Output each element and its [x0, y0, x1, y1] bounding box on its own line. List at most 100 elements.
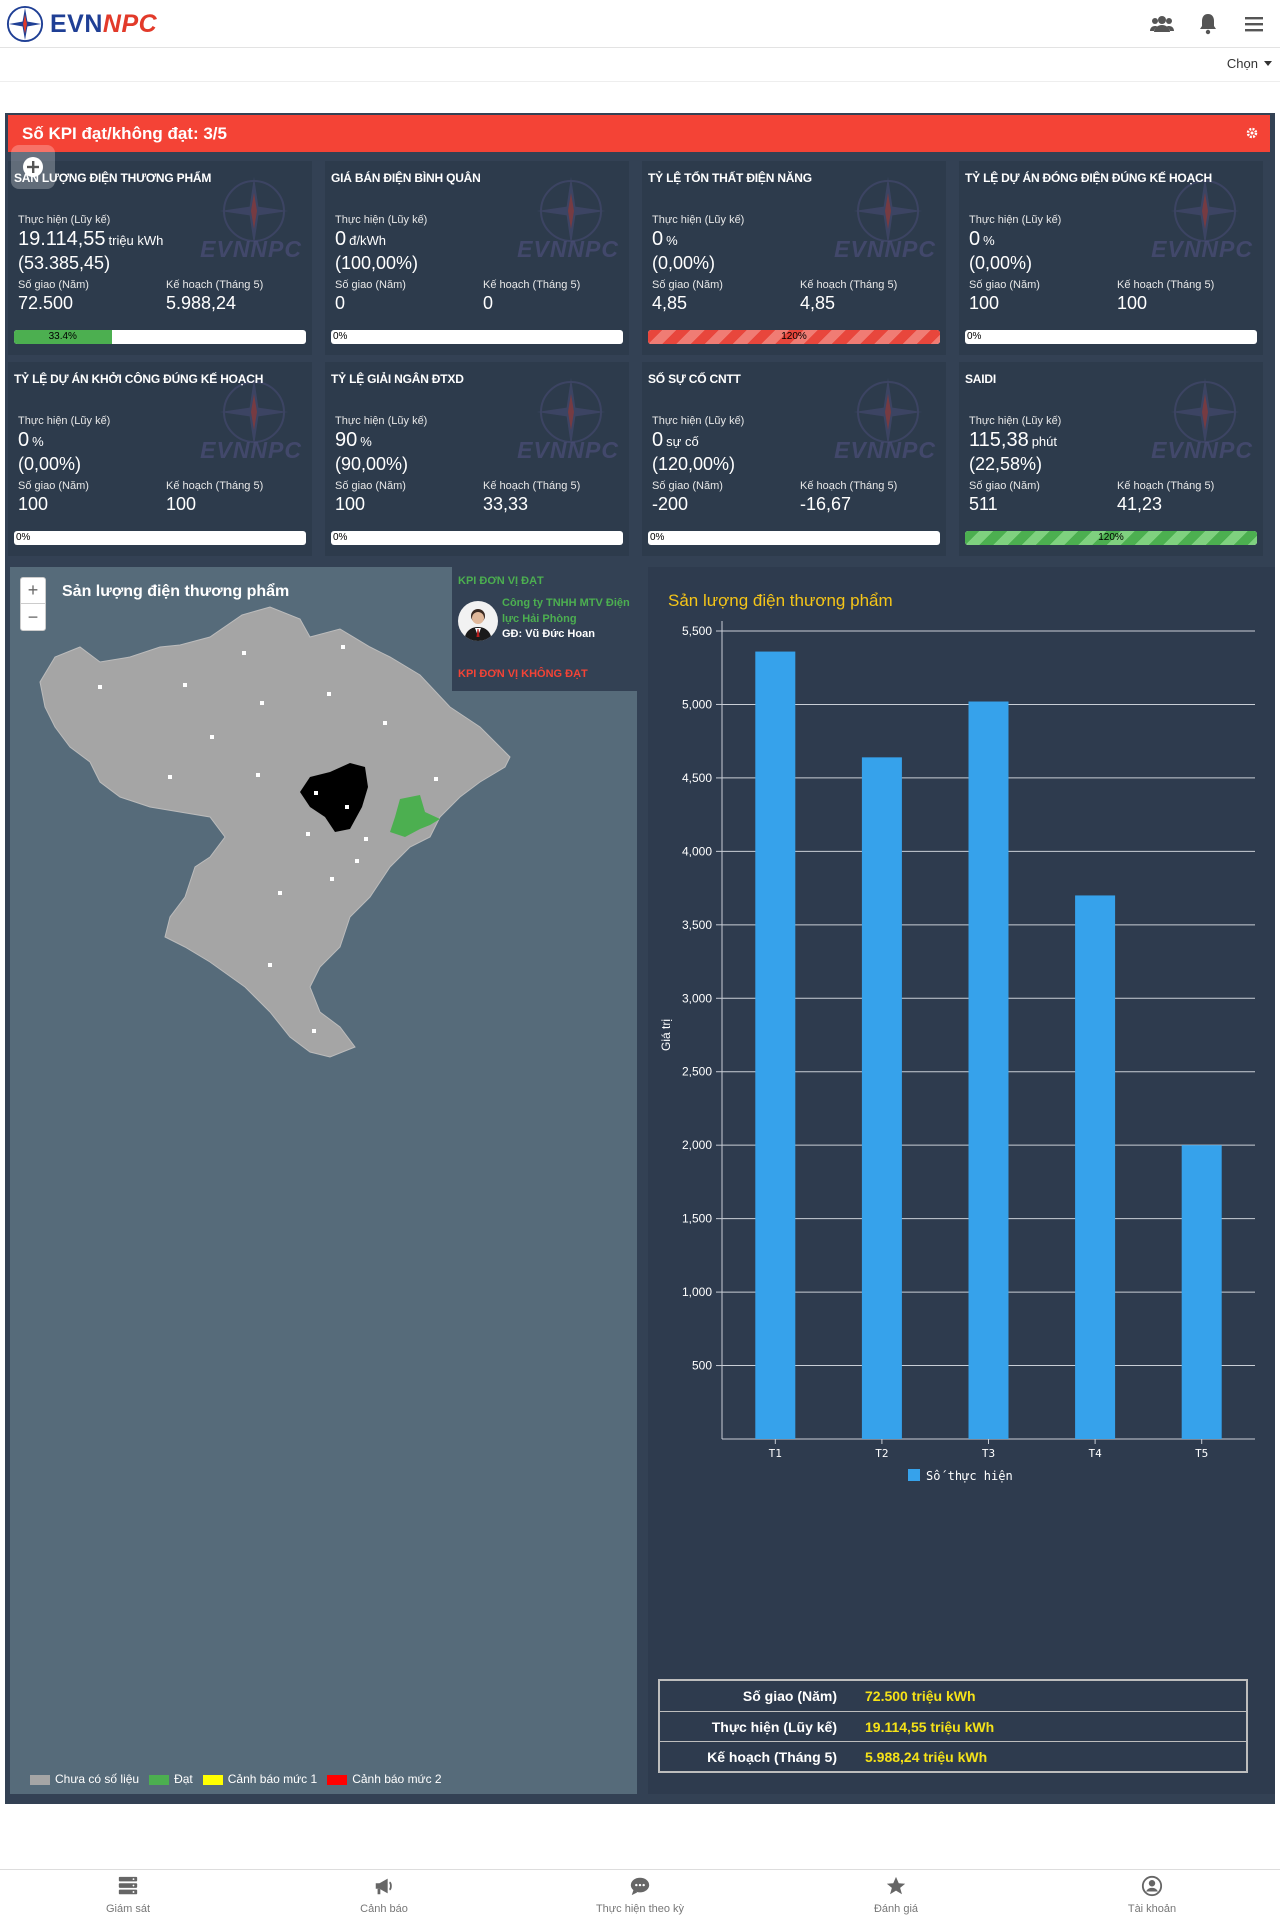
ke-hoach-value: 41,23 [1117, 494, 1163, 514]
kpi-card[interactable]: EVNNPC Tỷ lệ dự án đóng điện đúng kế hoạ… [959, 161, 1263, 355]
unit-label: triệu kWh [108, 233, 164, 248]
chart-panel: Sản lượng điện thương phẩm 500 1,000 1,500… [648, 567, 1275, 1794]
thuc-hien-percent: (22,58%) [969, 454, 1043, 474]
legend-item: Chưa có số liệu [30, 1772, 139, 1786]
y-tick-label: 2,000 [682, 1138, 712, 1152]
ke-hoach-value: -16,67 [800, 494, 852, 514]
thuc-hien-label: Thực hiện (Lũy kế) [969, 214, 1062, 226]
map-panel: + − Sản lượng điện thương phẩm KPI ĐƠN V… [10, 567, 637, 1794]
so-giao-value: 511 [969, 494, 998, 514]
thuc-hien-label: Thực hiện (Lũy kế) [969, 415, 1062, 427]
ke-hoach-label: Kế hoạch (Tháng 5) [800, 480, 898, 492]
kpi-card[interactable]: EVNNPC Tỷ lệ tổn thất điện năng Thực hiệ… [642, 161, 946, 355]
thuc-hien-value: 0 [969, 228, 981, 250]
kpi-card[interactable]: EVNNPC Số sự cố CNTT Thực hiện (Lũy kế) … [642, 362, 946, 556]
y-tick-label: 500 [692, 1359, 712, 1373]
brand-logo[interactable]: EVNNPC [6, 5, 157, 43]
menu-icon[interactable] [1242, 12, 1266, 36]
ke-hoach-label: Kế hoạch (Tháng 5) [1117, 279, 1215, 291]
thuc-hien-value: 19.114,55 [18, 228, 106, 250]
summary-row: Thực hiện (Lũy kế) 19.114,55 triệu kWh [660, 1711, 1246, 1741]
dashboard: Số KPI đạt/không đạt: 3/5 EVNNPC Sản lượ… [5, 113, 1275, 1804]
unit-label: đ/kWh [349, 233, 386, 248]
user-circle-icon [1141, 1875, 1163, 1897]
users-icon[interactable] [1150, 12, 1174, 36]
progress-bar: 0% [331, 531, 623, 545]
card-title: SAIDI [965, 372, 997, 386]
map-zoom-control: + − [20, 577, 46, 631]
kpi-dat-label: KPI ĐƠN VỊ ĐẠT [458, 575, 544, 587]
thuc-hien-percent: (0,00%) [18, 454, 82, 474]
thuc-hien-percent: (0,00%) [969, 253, 1033, 273]
x-tick-label: T1 [769, 1447, 782, 1460]
megaphone-icon [375, 1878, 392, 1895]
map-markers [98, 645, 438, 1033]
nav-item-3[interactable]: Thực hiện theo kỳ [512, 1870, 768, 1920]
bottom-nav: Giám sát Cảnh báo Thực hiện theo kỳ Đánh gi… [0, 1869, 1280, 1920]
nav-item-2[interactable]: Cảnh báo [256, 1870, 512, 1920]
kpi-khong-dat-label: KPI ĐƠN VỊ KHÔNG ĐẠT [458, 668, 588, 680]
summary-value: 5.988,24 triệu kWh [865, 1748, 988, 1765]
kpi-card[interactable]: EVNNPC SAIDI Thực hiện (Lũy kế) 115,38 ph… [959, 362, 1263, 556]
ke-hoach-value: 100 [166, 494, 197, 514]
legend-label: Số thực hiện [926, 1469, 1013, 1483]
nav-label: Cảnh báo [360, 1903, 408, 1915]
legend-swatch [149, 1774, 170, 1785]
nav-item-4[interactable]: Đánh giá [768, 1870, 1024, 1920]
so-giao-value: 72.500 [18, 293, 74, 313]
watermark-text: EVNNPC [517, 437, 619, 463]
y-tick-label: 4,000 [682, 844, 712, 858]
legend-swatch [327, 1774, 348, 1785]
bell-icon[interactable] [1196, 12, 1220, 36]
thuc-hien-label: Thực hiện (Lũy kế) [652, 415, 745, 427]
map-region-haiphong [390, 795, 440, 837]
so-giao-label: Số giao (Năm) [335, 480, 406, 492]
zoom-in-icon[interactable]: + [21, 578, 45, 604]
y-tick-label: 2,500 [682, 1065, 712, 1079]
select-dropdown[interactable]: Chọn [1227, 56, 1272, 71]
legend-swatch [202, 1774, 223, 1785]
map-region-hanoi [300, 763, 368, 832]
summary-row: Kế hoạch (Tháng 5) 5.988,24 triệu kWh [660, 1741, 1246, 1771]
progress-bar: 120% [648, 330, 940, 344]
kpi-card[interactable]: EVNNPC Giá bán điện bình quân Thực hiện … [325, 161, 629, 355]
x-tick-label: T2 [875, 1447, 888, 1460]
legend-label: Đạt [174, 1772, 193, 1786]
province-map[interactable] [10, 567, 637, 1794]
watermark-text: EVNNPC [517, 236, 619, 262]
y-tick-label: 5,500 [682, 624, 712, 638]
evn-watermark-icon [537, 177, 605, 245]
kpi-card[interactable]: EVNNPC Sản lượng điện thương phẩm Thực h… [8, 161, 312, 355]
evn-watermark-icon [854, 177, 922, 245]
watermark-text: EVNNPC [1151, 236, 1253, 262]
zoom-plus-button[interactable] [11, 145, 55, 189]
progress-label: 120% [781, 331, 807, 342]
watermark-text: EVNNPC [200, 236, 302, 262]
progress-label: 0% [967, 331, 982, 342]
brand-text-evn: EVN [50, 9, 103, 38]
nav-item-1[interactable]: Giám sát [0, 1870, 256, 1920]
so-giao-value: 4,85 [652, 293, 688, 313]
progress-bar: 120% [965, 531, 1257, 545]
legend-item: Cảnh báo mức 1 [202, 1772, 317, 1786]
kpi-card[interactable]: EVNNPC Tỷ lệ dự án khởi công đúng kế hoạ… [8, 362, 312, 556]
so-giao-value: 100 [335, 494, 366, 514]
gear-icon[interactable] [1246, 127, 1258, 139]
kpi-card[interactable]: EVNNPC Tỷ lệ giải ngân ĐTXD Thực hiện (L… [325, 362, 629, 556]
progress-fill [648, 330, 940, 344]
ke-hoach-label: Kế hoạch (Tháng 5) [166, 279, 264, 291]
so-giao-value: 100 [969, 293, 1000, 313]
x-tick-label: T4 [1088, 1447, 1102, 1460]
unit-label: % [983, 233, 995, 248]
company-name[interactable]: Công ty TNHH MTV Điện lực Hải Phòng [502, 597, 630, 625]
thuc-hien-value: 115,38 [969, 429, 1029, 451]
y-axis-label: Giá trị [659, 1019, 673, 1051]
chart-title: Sản lượng điện thương phẩm [668, 591, 893, 610]
thuc-hien-label: Thực hiện (Lũy kế) [335, 415, 428, 427]
nav-item-5[interactable]: Tài khoản [1024, 1870, 1280, 1920]
so-giao-label: Số giao (Năm) [18, 480, 89, 492]
progress-label: 0% [650, 532, 665, 543]
ke-hoach-value: 5.988,24 [166, 293, 237, 313]
zoom-out-icon[interactable]: − [27, 606, 39, 627]
legend-item: Đạt [149, 1772, 193, 1786]
